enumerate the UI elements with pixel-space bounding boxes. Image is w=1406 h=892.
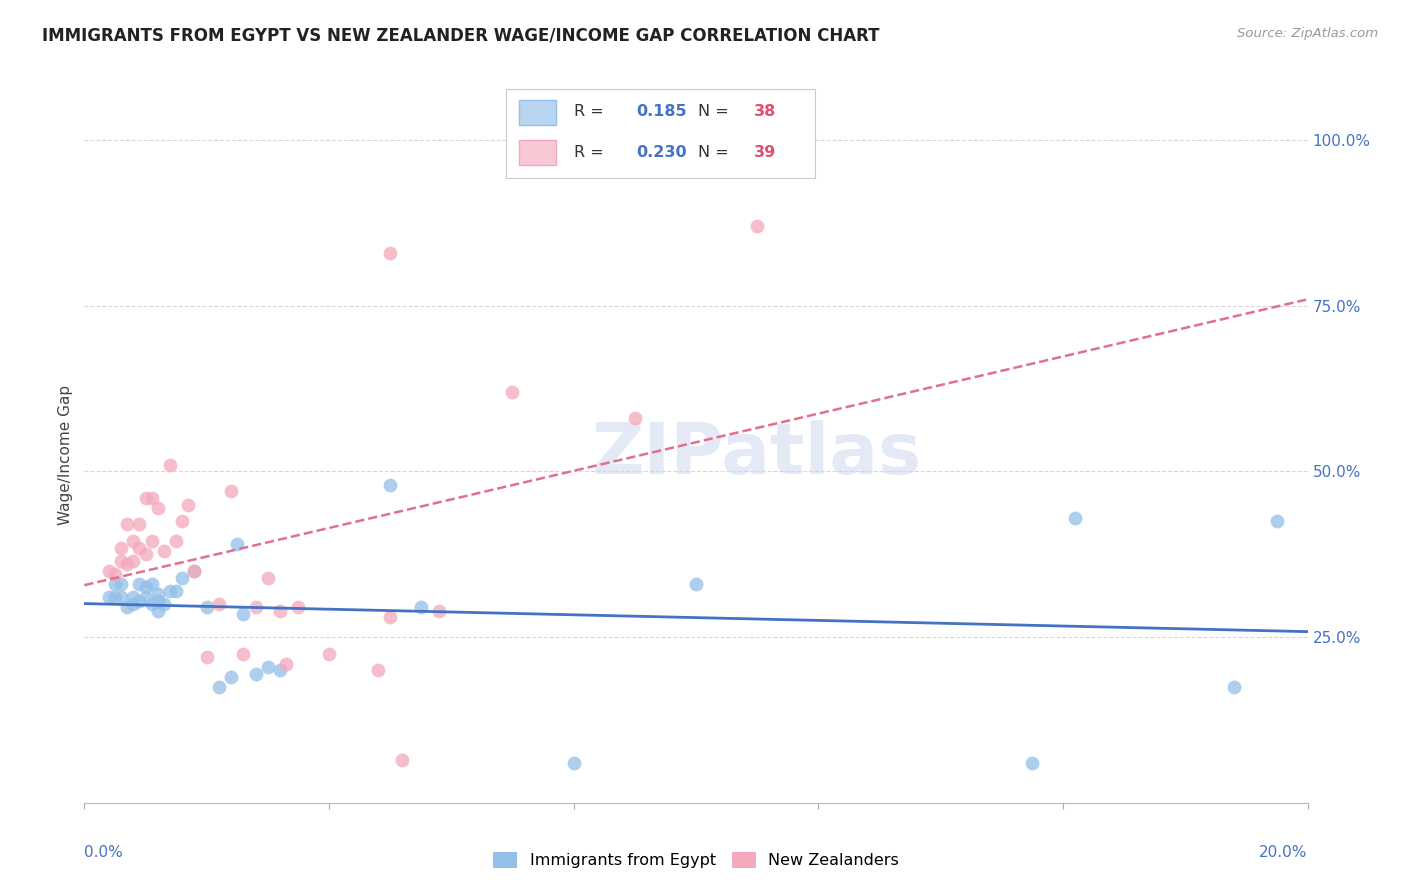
Text: Source: ZipAtlas.com: Source: ZipAtlas.com	[1237, 27, 1378, 40]
Point	[195, 600, 218, 615]
Point	[287, 600, 309, 615]
Point	[195, 650, 218, 665]
Point	[135, 547, 157, 561]
Point	[135, 591, 157, 605]
Point	[146, 500, 169, 515]
Point	[146, 587, 169, 601]
Point	[115, 600, 138, 615]
Point	[97, 564, 120, 578]
Text: N =: N =	[697, 104, 734, 120]
Point	[159, 458, 181, 472]
Point	[104, 567, 127, 582]
Point	[245, 666, 267, 681]
Point	[257, 660, 280, 674]
Point	[165, 534, 187, 549]
Point	[747, 219, 769, 234]
Point	[122, 591, 145, 605]
Text: R =: R =	[574, 145, 609, 160]
Point	[318, 647, 340, 661]
Text: 0.0%: 0.0%	[84, 845, 124, 860]
Point	[232, 607, 254, 621]
Point	[269, 604, 291, 618]
Point	[391, 753, 413, 767]
Point	[380, 477, 402, 491]
Bar	[519, 140, 555, 165]
Point	[110, 541, 132, 555]
Text: R =: R =	[574, 104, 609, 120]
Point	[110, 591, 132, 605]
Point	[276, 657, 298, 671]
Point	[380, 610, 402, 624]
Point	[685, 577, 707, 591]
Point	[110, 577, 132, 591]
Bar	[519, 100, 555, 125]
Point	[245, 600, 267, 615]
Point	[122, 534, 145, 549]
Point	[141, 491, 163, 505]
Point	[97, 591, 120, 605]
Point	[115, 558, 138, 572]
Point	[110, 554, 132, 568]
Point	[104, 577, 127, 591]
Point	[141, 577, 163, 591]
Point	[146, 604, 169, 618]
Point	[269, 663, 291, 677]
Point	[219, 670, 242, 684]
Point	[122, 554, 145, 568]
Text: 0.230: 0.230	[636, 145, 686, 160]
Point	[183, 564, 205, 578]
Text: 0.185: 0.185	[636, 104, 686, 120]
Point	[146, 593, 169, 607]
Point	[128, 577, 150, 591]
Text: 20.0%: 20.0%	[1260, 845, 1308, 860]
Point	[232, 647, 254, 661]
Point	[159, 583, 181, 598]
Point	[141, 534, 163, 549]
Text: 39: 39	[754, 145, 776, 160]
Point	[367, 663, 389, 677]
Point	[562, 756, 585, 770]
Point	[183, 564, 205, 578]
Point	[226, 537, 249, 551]
Text: 38: 38	[754, 104, 776, 120]
Point	[165, 583, 187, 598]
Point	[409, 600, 432, 615]
Point	[141, 597, 163, 611]
Point	[1223, 680, 1246, 694]
Point	[1064, 511, 1087, 525]
Point	[135, 491, 157, 505]
Text: N =: N =	[697, 145, 734, 160]
Point	[624, 411, 647, 425]
Point	[1265, 514, 1288, 528]
Text: IMMIGRANTS FROM EGYPT VS NEW ZEALANDER WAGE/INCOME GAP CORRELATION CHART: IMMIGRANTS FROM EGYPT VS NEW ZEALANDER W…	[42, 27, 880, 45]
Point	[128, 593, 150, 607]
Point	[208, 680, 231, 694]
Point	[380, 245, 402, 260]
Point	[122, 597, 145, 611]
Point	[115, 517, 138, 532]
Point	[1021, 756, 1043, 770]
Text: ZIPatlas: ZIPatlas	[592, 420, 922, 490]
Point	[177, 498, 200, 512]
Point	[135, 581, 157, 595]
Point	[172, 514, 194, 528]
Point	[219, 484, 242, 499]
Point	[104, 591, 127, 605]
Legend: Immigrants from Egypt, New Zealanders: Immigrants from Egypt, New Zealanders	[486, 846, 905, 875]
Y-axis label: Wage/Income Gap: Wage/Income Gap	[58, 384, 73, 525]
Point	[427, 604, 450, 618]
Point	[208, 597, 231, 611]
Point	[128, 517, 150, 532]
Point	[172, 570, 194, 584]
Point	[153, 544, 176, 558]
Point	[153, 597, 176, 611]
Point	[128, 541, 150, 555]
Point	[502, 384, 524, 399]
Point	[257, 570, 280, 584]
